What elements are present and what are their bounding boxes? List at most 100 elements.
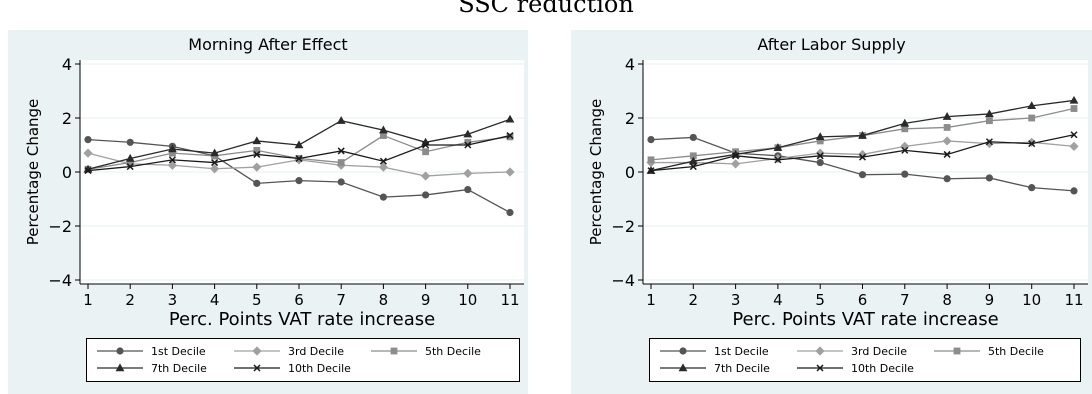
y-tick-label: 4 — [625, 55, 635, 74]
data-point — [505, 167, 515, 177]
data-point — [984, 139, 994, 149]
legend-label: 3rd Decile — [288, 344, 344, 358]
data-point — [647, 167, 655, 175]
data-point — [858, 153, 867, 161]
data-point — [816, 152, 824, 160]
data-point — [1028, 114, 1036, 122]
data-point — [985, 109, 994, 118]
legend-marker — [679, 347, 687, 355]
legend-item: 1st Decile — [658, 343, 769, 359]
legend-swatch — [97, 347, 143, 355]
data-point — [380, 132, 387, 139]
data-point — [295, 154, 303, 163]
legend-item: 7th Decile — [95, 360, 207, 376]
legend-item: 3rd Decile — [232, 343, 344, 359]
legend-item: 1st Decile — [95, 343, 206, 359]
data-point — [816, 158, 824, 167]
legend-marker — [253, 364, 261, 372]
data-point — [986, 117, 993, 125]
y-tick-label: −2 — [611, 217, 635, 236]
data-point — [84, 136, 92, 144]
legend-item: 10th Decile — [232, 360, 351, 376]
data-point — [858, 171, 867, 179]
series-7th-decile — [646, 95, 1079, 174]
x-tick-label: 4 — [210, 291, 220, 309]
data-point — [83, 148, 93, 158]
y-tick-label: 4 — [62, 55, 72, 74]
data-point — [506, 133, 514, 141]
series-10th-decile — [84, 132, 514, 175]
data-point — [422, 191, 430, 199]
x-tick-label: 1 — [646, 291, 656, 309]
data-point — [1028, 184, 1036, 192]
legend-label: 5th Decile — [988, 344, 1044, 358]
x-tick-label: 10 — [458, 291, 477, 309]
data-point — [169, 149, 176, 157]
data-point — [1027, 137, 1037, 147]
legend-swatch — [371, 347, 417, 355]
data-point — [942, 136, 952, 146]
data-point — [900, 118, 910, 127]
data-point — [506, 132, 514, 140]
y-tick-label: 0 — [62, 163, 72, 182]
data-point — [378, 162, 388, 172]
chart-panel-after-labor-supply: After Labor Supply −4 −2 0 2 4 1 2 3 4 5 6 7 8 9 10 11 Pe… — [571, 30, 1092, 394]
x-tick-label: 5 — [815, 291, 825, 309]
data-point — [294, 140, 304, 149]
y-tick-label: −4 — [611, 271, 635, 290]
legend-item: 7th Decile — [658, 360, 770, 376]
data-point — [253, 147, 261, 154]
legend-swatch — [660, 347, 706, 355]
data-point — [126, 159, 134, 166]
x-tick-label: 7 — [900, 291, 910, 309]
data-point — [647, 136, 655, 144]
data-point — [732, 152, 740, 160]
data-point — [379, 125, 388, 134]
legend-label: 3rd Decile — [851, 344, 907, 358]
data-point — [211, 159, 219, 167]
data-point — [125, 153, 135, 162]
legend-swatch — [234, 346, 280, 356]
data-point — [252, 136, 262, 145]
y-axis-label: Percentage Change — [587, 99, 605, 246]
x-tick-label: 6 — [294, 291, 304, 309]
data-point — [689, 152, 697, 160]
data-point — [337, 178, 345, 186]
legend-label: 7th Decile — [151, 361, 207, 375]
legend-swatch — [797, 346, 843, 356]
y-tick-label: 2 — [62, 109, 72, 128]
data-point — [901, 170, 909, 178]
x-axis-label: Perc. Points VAT rate increase — [169, 309, 435, 330]
legend-label: 1st Decile — [714, 344, 769, 358]
data-point — [422, 141, 430, 149]
data-point — [337, 159, 345, 166]
y-tick-label: −2 — [48, 217, 72, 236]
series-7th-decile — [83, 114, 515, 173]
data-point — [464, 138, 472, 146]
data-point — [647, 156, 655, 164]
data-point — [1069, 95, 1079, 104]
x-tick-label: 4 — [773, 291, 783, 309]
data-point — [210, 164, 220, 174]
data-point — [774, 156, 782, 164]
x-axis-label: Perc. Points VAT rate increase — [732, 309, 998, 330]
data-point — [253, 179, 261, 187]
data-point — [505, 114, 515, 123]
legend-item: 5th Decile — [932, 343, 1044, 359]
data-point — [1027, 101, 1037, 110]
legend-marker — [953, 347, 961, 355]
legend-label: 5th Decile — [425, 344, 481, 358]
data-point — [295, 177, 303, 185]
legend-marker — [115, 363, 125, 372]
legend-swatch — [797, 364, 843, 372]
x-tick-label: 1 — [83, 291, 93, 309]
legend-marker — [252, 346, 262, 356]
y-tick-label: 2 — [625, 109, 635, 128]
data-point — [985, 174, 993, 182]
x-tick-label: 11 — [500, 291, 519, 309]
data-point — [943, 150, 951, 158]
x-tick-label: 5 — [252, 291, 262, 309]
legend: 1st Decile 3rd Decile 5th Decile 7th Decile… — [649, 338, 1081, 382]
legend-marker — [390, 347, 398, 355]
x-tick-label: 3 — [731, 291, 741, 309]
